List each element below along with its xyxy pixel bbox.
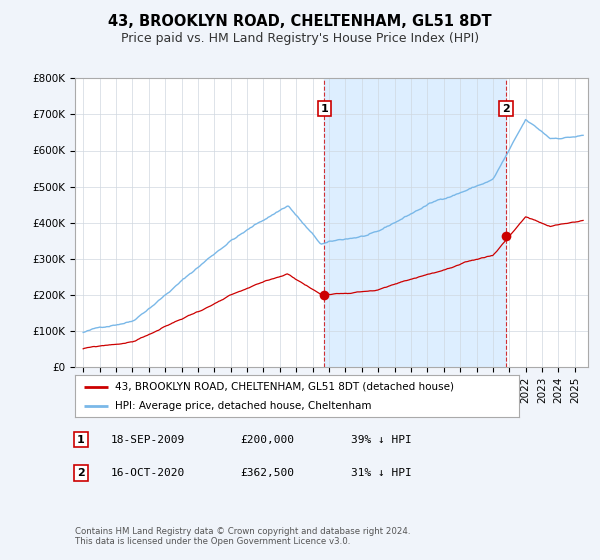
Text: £200,000: £200,000 xyxy=(240,435,294,445)
Text: 2: 2 xyxy=(77,468,85,478)
Text: 16-OCT-2020: 16-OCT-2020 xyxy=(111,468,185,478)
Bar xyxy=(325,78,506,367)
Text: 43, BROOKLYN ROAD, CHELTENHAM, GL51 8DT: 43, BROOKLYN ROAD, CHELTENHAM, GL51 8DT xyxy=(108,14,492,29)
Text: 31% ↓ HPI: 31% ↓ HPI xyxy=(351,468,412,478)
Text: 39% ↓ HPI: 39% ↓ HPI xyxy=(351,435,412,445)
Text: 1: 1 xyxy=(320,104,328,114)
Text: 2: 2 xyxy=(502,104,510,114)
Text: 18-SEP-2009: 18-SEP-2009 xyxy=(111,435,185,445)
Text: Price paid vs. HM Land Registry's House Price Index (HPI): Price paid vs. HM Land Registry's House … xyxy=(121,32,479,45)
Text: £362,500: £362,500 xyxy=(240,468,294,478)
Text: 1: 1 xyxy=(77,435,85,445)
Text: HPI: Average price, detached house, Cheltenham: HPI: Average price, detached house, Chel… xyxy=(115,401,371,411)
Text: Contains HM Land Registry data © Crown copyright and database right 2024.
This d: Contains HM Land Registry data © Crown c… xyxy=(75,526,410,546)
Text: 43, BROOKLYN ROAD, CHELTENHAM, GL51 8DT (detached house): 43, BROOKLYN ROAD, CHELTENHAM, GL51 8DT … xyxy=(115,381,454,391)
